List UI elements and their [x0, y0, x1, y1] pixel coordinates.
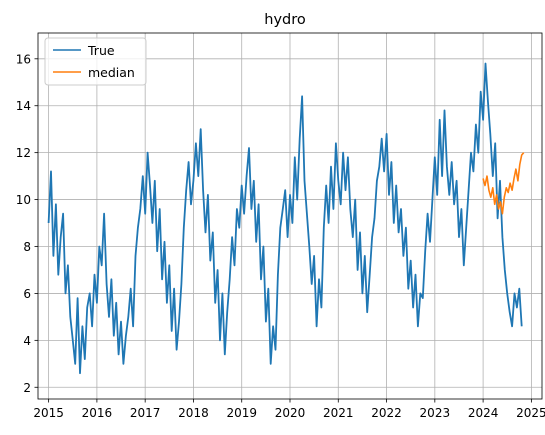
legend-median-label: median	[88, 65, 135, 80]
x-tick-label: 2023	[420, 406, 451, 420]
chart-title: hydro	[264, 12, 306, 28]
legend-true-label: True	[87, 43, 115, 58]
grid-lines	[38, 33, 542, 399]
x-tick-label: 2022	[371, 406, 402, 420]
y-tick-label: 2	[23, 381, 31, 395]
x-tick-label: 2016	[82, 406, 113, 420]
x-tick-label: 2024	[468, 406, 499, 420]
x-tick-label: 2025	[516, 406, 545, 420]
series-layer	[47, 62, 525, 375]
x-tick-label: 2019	[226, 406, 257, 420]
y-tick-label: 16	[16, 52, 31, 66]
x-tick-label: 2021	[323, 406, 354, 420]
legend: True median	[44, 37, 147, 86]
x-tick-label: 2020	[275, 406, 306, 420]
series-line-median	[482, 152, 525, 215]
x-tick-label: 2015	[33, 406, 64, 420]
x-tick-label: 2018	[178, 406, 209, 420]
x-tick-label: 2017	[130, 406, 161, 420]
y-tick-label: 14	[16, 99, 31, 113]
y-tick-label: 12	[16, 146, 31, 160]
y-tick-label: 10	[16, 193, 31, 207]
plot-frame	[37, 32, 543, 400]
y-tick-label: 6	[23, 287, 31, 301]
axes: 2015 2016 2017 2018 2019 2020 2021 2022 2023 2024…	[16, 32, 545, 420]
series-line-true	[47, 62, 523, 375]
y-tick-label: 4	[23, 334, 31, 348]
y-tick-label: 8	[23, 240, 31, 254]
